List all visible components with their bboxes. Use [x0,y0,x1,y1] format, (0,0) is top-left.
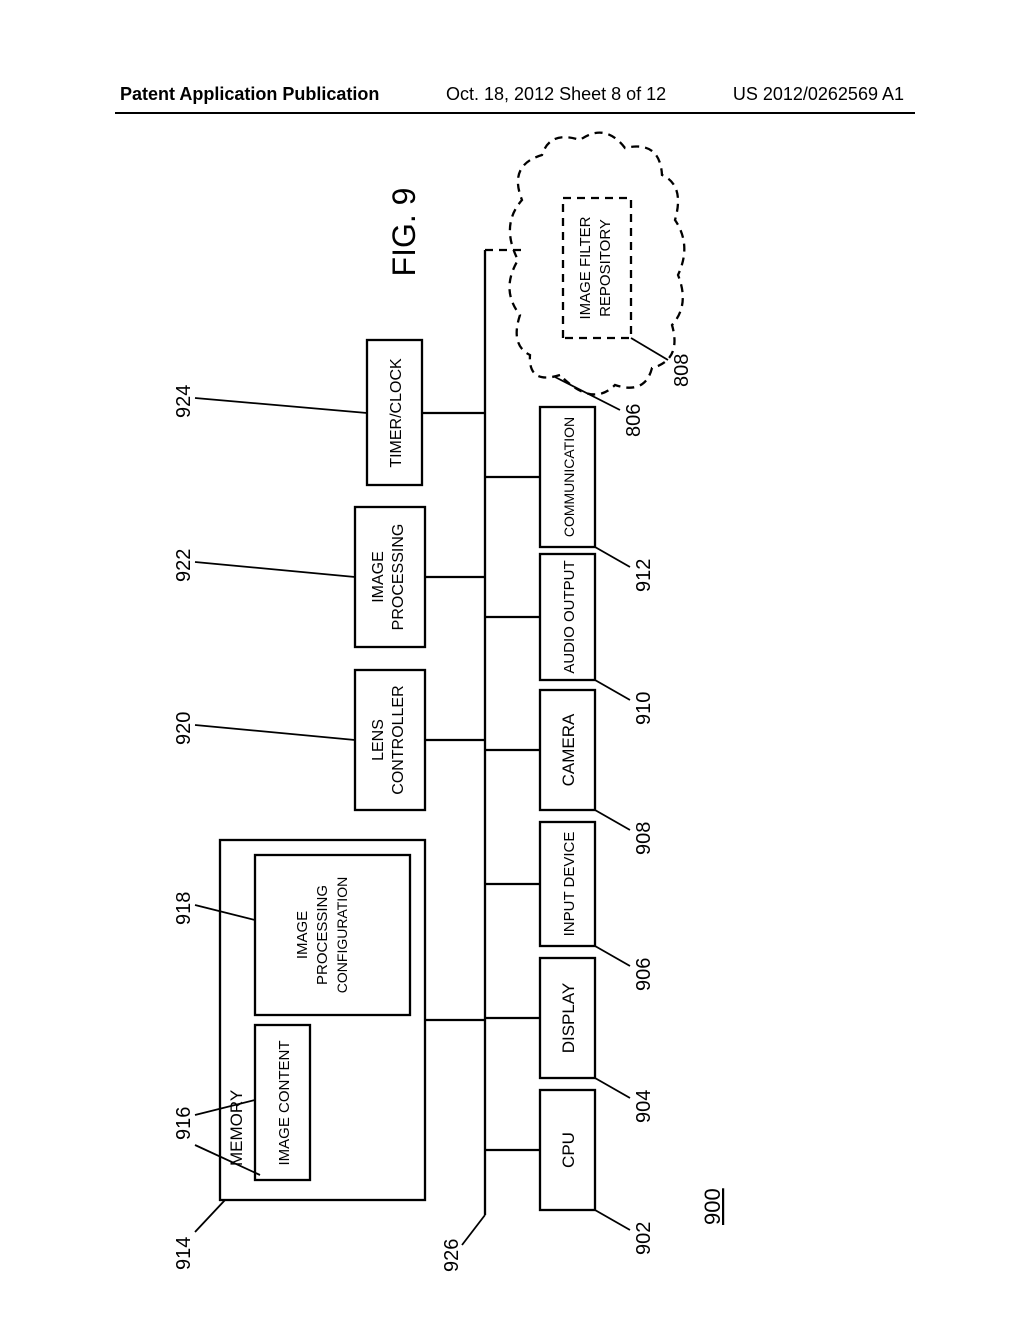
bus-ref-leader [462,1215,485,1245]
diagram-number: 900 [700,1188,725,1225]
audio-output-ref: 910 [633,692,655,725]
cpu-ref: 902 [633,1222,655,1255]
figure-label: FIG. 9 [386,188,422,277]
block-diagram: 926 CPU 902 DISPLAY 904 INPUT DEVICE 90 [0,0,1024,1320]
communication-ref: 912 [633,559,655,592]
memory-label: MEMORY [227,1090,246,1166]
block-memory: MEMORY 914 IMAGE CONTENT 916 IMAGE PROCE… [173,840,485,1270]
block-audio-output: AUDIO OUTPUT 910 [485,554,655,725]
block-lens-controller: LENS CONTROLLER 920 [173,670,485,810]
ip-ref: 922 [173,549,195,582]
lens-label-2: CONTROLLER [390,685,407,794]
image-content-label: IMAGE CONTENT [276,1040,293,1165]
bus-ref: 926 [441,1239,463,1272]
display-ref: 904 [633,1090,655,1123]
camera-label: CAMERA [559,713,578,786]
display-label: DISPLAY [559,983,578,1054]
image-content-ref: 916 [173,1107,195,1140]
ip-label-2: PROCESSING [390,524,407,631]
cloud-inner-label-1: IMAGE FILTER [577,216,594,319]
diagram-page: 926 CPU 902 DISPLAY 904 INPUT DEVICE 90 [0,0,1024,1320]
timer-ref: 924 [173,385,195,418]
cloud-region: IMAGE FILTER REPOSITORY 806 808 [509,133,693,437]
ipc-label-2: PROCESSING [314,885,331,985]
memory-ref: 914 [173,1237,195,1270]
timer-label: TIMER/CLOCK [388,358,405,468]
block-image-processing: IMAGE PROCESSING 922 [173,507,485,647]
input-device-ref: 906 [633,958,655,991]
ip-label-1: IMAGE [370,551,387,603]
lens-label-1: LENS [370,719,387,761]
ipc-label-1: IMAGE [294,911,311,959]
cloud-inner-ref: 808 [671,354,693,387]
lens-ref: 920 [173,712,195,745]
cloud-ref: 806 [623,404,645,437]
cloud-inner-label-2: REPOSITORY [597,219,614,317]
cpu-label: CPU [559,1132,578,1168]
block-input-device: INPUT DEVICE 906 [485,822,655,991]
audio-output-label: AUDIO OUTPUT [561,560,578,673]
ipc-ref: 918 [173,892,195,925]
communication-label: COMMUNICATION [561,417,577,537]
camera-ref: 908 [633,822,655,855]
block-camera: CAMERA 908 [485,690,655,855]
block-timer-clock: TIMER/CLOCK 924 [173,340,485,485]
block-cpu: CPU 902 [485,1090,655,1255]
input-device-label: INPUT DEVICE [561,832,578,937]
ipc-label-3: CONFIGURATION [334,877,350,993]
block-display: DISPLAY 904 [485,958,655,1123]
